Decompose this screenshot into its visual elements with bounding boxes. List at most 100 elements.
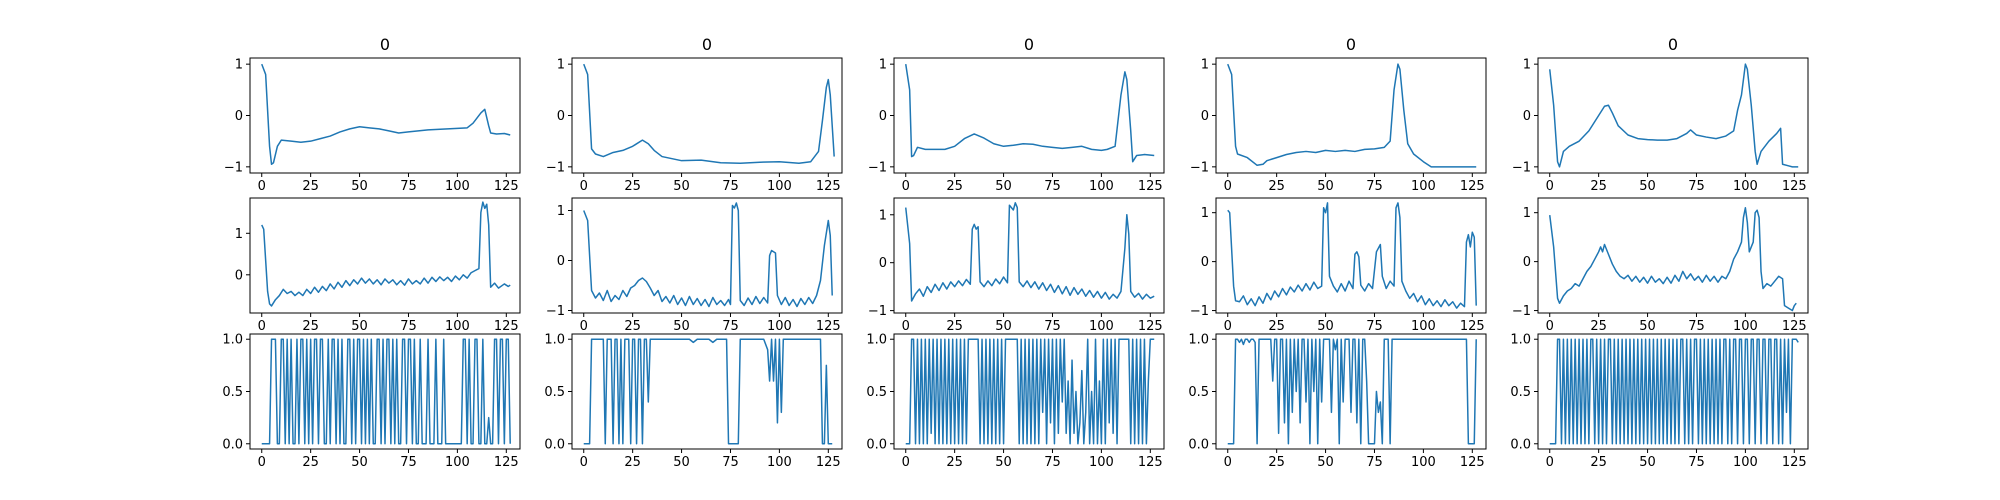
series-line bbox=[261, 201, 511, 307]
y-tick-label: 1.0 bbox=[866, 333, 887, 348]
x-tick-label: 100 bbox=[767, 319, 792, 334]
y-tick-label: 0 bbox=[879, 256, 887, 271]
x-tick-label: 50 bbox=[673, 455, 690, 470]
x-tick-label: 50 bbox=[1317, 319, 1334, 334]
y-tick-label: −1 bbox=[868, 304, 887, 319]
x-tick-label: 0 bbox=[580, 455, 588, 470]
x-tick-label: 25 bbox=[302, 455, 319, 470]
y-tick-label: 0 bbox=[1523, 109, 1531, 124]
x-tick-label: 0 bbox=[1224, 179, 1232, 194]
y-tick-label: 0.0 bbox=[1188, 437, 1209, 452]
x-tick-label: 75 bbox=[400, 455, 417, 470]
x-tick-label: 25 bbox=[302, 319, 319, 334]
x-tick-label: 75 bbox=[400, 319, 417, 334]
x-tick-label: 25 bbox=[946, 319, 963, 334]
x-tick-label: 125 bbox=[1782, 179, 1807, 194]
subplot-r1-c1: 0 0 25 50 75 100 125 −1 0 1 bbox=[224, 35, 521, 194]
axes-frame bbox=[249, 197, 521, 314]
y-tick-label: 0 bbox=[235, 268, 243, 283]
series-line bbox=[905, 338, 1155, 445]
x-tick-label: 125 bbox=[494, 319, 519, 334]
x-tick-label: 100 bbox=[1733, 319, 1758, 334]
series-line bbox=[583, 338, 833, 445]
axes-frame bbox=[1537, 197, 1809, 314]
y-tick-label: 1.0 bbox=[222, 333, 243, 348]
series-line bbox=[583, 63, 835, 164]
x-tick-label: 75 bbox=[400, 179, 417, 194]
y-tick-label: 1 bbox=[1201, 58, 1209, 73]
subplot-r1-c5: 0 0 25 50 75 100 125 −1 0 1 bbox=[1512, 35, 1809, 194]
x-tick-label: 0 bbox=[1546, 319, 1554, 334]
x-tick-label: 0 bbox=[1546, 455, 1554, 470]
y-tick-label: 0.0 bbox=[866, 437, 887, 452]
subplot-r3-c2: 0 25 50 75 100 125 0.0 0.5 1.0 bbox=[544, 333, 843, 470]
subplot-r1-c3: 0 0 25 50 75 100 125 −1 0 1 bbox=[868, 35, 1165, 194]
y-tick-label: −1 bbox=[546, 160, 565, 175]
x-tick-label: 25 bbox=[624, 319, 641, 334]
x-tick-label: 100 bbox=[1089, 319, 1114, 334]
x-tick-label: 0 bbox=[1546, 179, 1554, 194]
x-tick-label: 25 bbox=[946, 455, 963, 470]
y-tick-label: 0 bbox=[235, 109, 243, 124]
x-tick-label: 125 bbox=[816, 455, 841, 470]
subplot-title: 0 bbox=[1668, 35, 1678, 54]
subplot-r2-c2: 0 25 50 75 100 125 −1 0 1 bbox=[546, 197, 843, 334]
x-tick-label: 125 bbox=[1460, 319, 1485, 334]
subplot-r3-c5: 0 25 50 75 100 125 0.0 0.5 1.0 bbox=[1510, 333, 1809, 470]
x-tick-label: 125 bbox=[1138, 319, 1163, 334]
subplot-r2-c4: 0 25 50 75 100 125 −1 0 1 bbox=[1190, 197, 1487, 334]
x-tick-label: 0 bbox=[258, 179, 266, 194]
x-tick-label: 50 bbox=[1317, 179, 1334, 194]
series-line bbox=[1549, 338, 1799, 445]
x-tick-label: 100 bbox=[1733, 179, 1758, 194]
subplot-title: 0 bbox=[1346, 35, 1356, 54]
y-tick-label: −1 bbox=[1512, 160, 1531, 175]
x-tick-label: 75 bbox=[1366, 455, 1383, 470]
subplot-r2-c3: 0 25 50 75 100 125 −1 0 1 bbox=[868, 197, 1165, 334]
series-line bbox=[1227, 202, 1477, 309]
x-tick-label: 50 bbox=[351, 319, 368, 334]
subplot-r1-c4: 0 0 25 50 75 100 125 −1 0 1 bbox=[1190, 35, 1487, 194]
series-line bbox=[1548, 207, 1797, 312]
axes-frame bbox=[571, 197, 843, 314]
x-tick-label: 75 bbox=[1688, 319, 1705, 334]
y-tick-label: 1 bbox=[557, 58, 565, 73]
x-tick-label: 125 bbox=[1138, 179, 1163, 194]
x-tick-label: 100 bbox=[767, 179, 792, 194]
y-tick-label: 1 bbox=[879, 208, 887, 223]
subplot-title: 0 bbox=[380, 35, 390, 54]
x-tick-label: 0 bbox=[258, 455, 266, 470]
y-tick-label: 0.0 bbox=[1510, 437, 1531, 452]
x-tick-label: 125 bbox=[816, 319, 841, 334]
x-tick-label: 75 bbox=[1366, 179, 1383, 194]
x-tick-label: 50 bbox=[673, 319, 690, 334]
x-tick-label: 75 bbox=[722, 319, 739, 334]
series-line bbox=[583, 202, 833, 308]
x-tick-label: 25 bbox=[1590, 179, 1607, 194]
x-tick-label: 0 bbox=[902, 179, 910, 194]
x-tick-label: 0 bbox=[1224, 319, 1232, 334]
y-tick-label: 0 bbox=[1201, 255, 1209, 270]
x-tick-label: 25 bbox=[1268, 179, 1285, 194]
subplot-title: 0 bbox=[702, 35, 712, 54]
x-tick-label: 125 bbox=[1460, 455, 1485, 470]
y-tick-label: −1 bbox=[1190, 160, 1209, 175]
axes-frame bbox=[893, 197, 1165, 314]
x-tick-label: 75 bbox=[722, 455, 739, 470]
y-tick-label: 1 bbox=[235, 227, 243, 242]
x-tick-label: 100 bbox=[445, 455, 470, 470]
x-tick-label: 50 bbox=[673, 179, 690, 194]
x-tick-label: 75 bbox=[1688, 455, 1705, 470]
x-tick-label: 75 bbox=[722, 179, 739, 194]
x-tick-label: 75 bbox=[1366, 319, 1383, 334]
x-tick-label: 50 bbox=[995, 179, 1012, 194]
series-line bbox=[261, 338, 511, 445]
x-tick-label: 25 bbox=[946, 179, 963, 194]
x-tick-label: 125 bbox=[1782, 319, 1807, 334]
y-tick-label: 0 bbox=[557, 254, 565, 269]
subplot-r3-c1: 0 25 50 75 100 125 0.0 0.5 1.0 bbox=[222, 333, 521, 470]
x-tick-label: 125 bbox=[494, 179, 519, 194]
series-line bbox=[261, 63, 511, 166]
series-line bbox=[1227, 63, 1477, 168]
